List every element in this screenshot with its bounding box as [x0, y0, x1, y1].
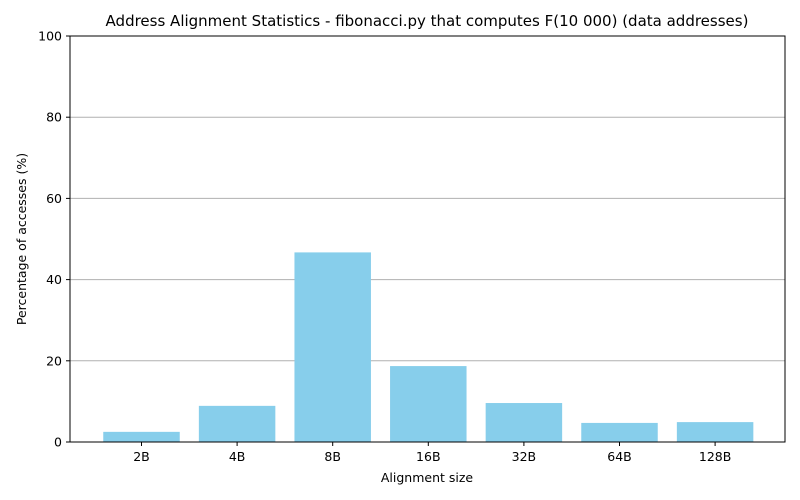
bar-64B [581, 422, 658, 442]
x-tick-label: 4B [229, 449, 246, 464]
x-tick-label: 2B [133, 449, 150, 464]
x-tick-label: 128B [699, 449, 731, 464]
bar-4B [198, 405, 276, 442]
bars [103, 252, 754, 442]
y-axis-ticks: 0 20 40 60 80 100 [38, 29, 70, 450]
y-gridlines [70, 116, 785, 362]
bar-2B [103, 431, 180, 442]
y-tick-label: 40 [46, 272, 62, 287]
x-axis-ticks: 2B 4B 8B 16B 32B 64B 128B [133, 442, 731, 464]
y-tick-label: 0 [54, 435, 62, 450]
x-tick-label: 64B [607, 449, 631, 464]
y-tick-label: 100 [38, 29, 62, 44]
bar-128B [676, 422, 754, 442]
bar-8B [294, 252, 371, 442]
chart-title: Address Alignment Statistics - fibonacci… [106, 12, 749, 30]
bar-16B [390, 366, 467, 442]
x-tick-label: 32B [512, 449, 536, 464]
plot-frame [69, 35, 786, 443]
y-axis-label: Percentage of accesses (%) [14, 153, 29, 325]
x-axis-label: Alignment size [381, 470, 474, 485]
y-tick-label: 20 [46, 353, 62, 368]
y-tick-label: 80 [46, 110, 62, 125]
x-tick-label: 8B [324, 449, 341, 464]
bar-32B [485, 403, 563, 442]
y-tick-label: 60 [46, 191, 62, 206]
x-tick-label: 16B [416, 449, 440, 464]
